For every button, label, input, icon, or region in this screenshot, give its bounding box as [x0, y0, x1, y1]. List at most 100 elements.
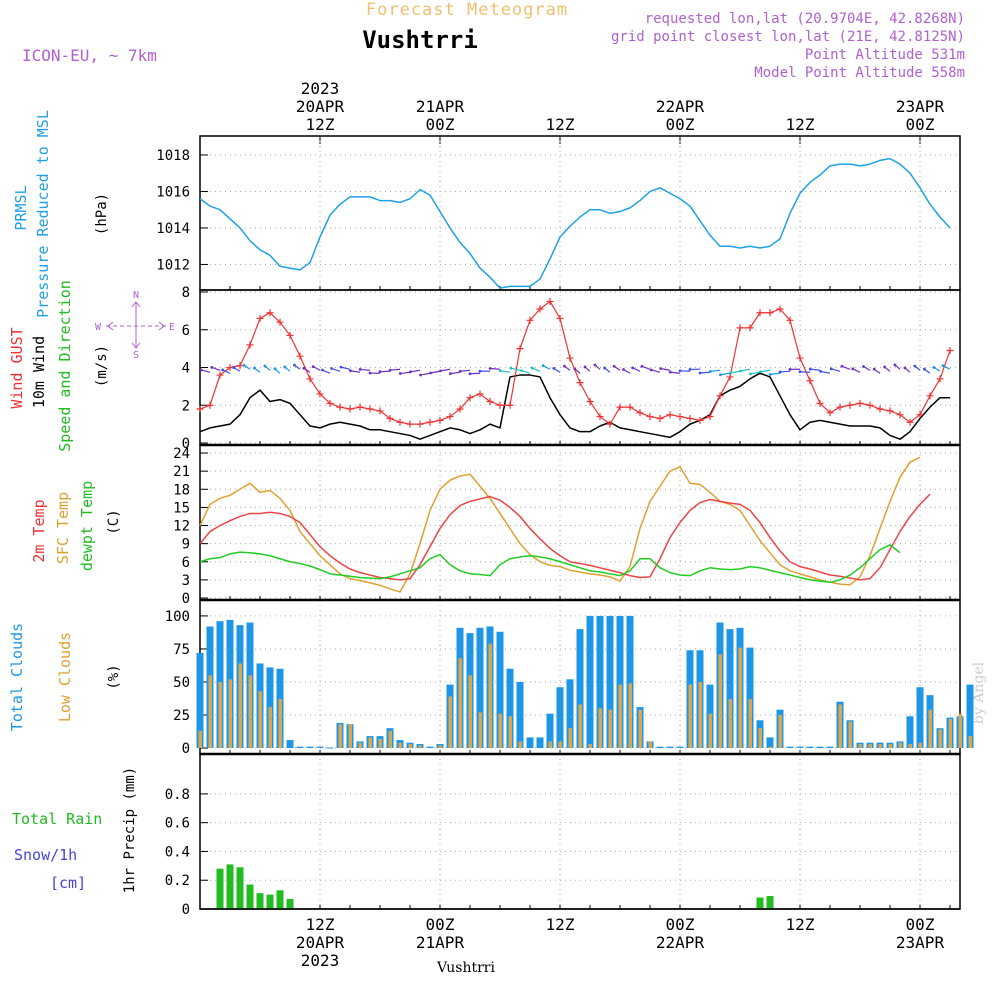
bar-low-cloud	[518, 741, 522, 748]
bar-low-cloud	[778, 714, 782, 748]
ytick-label: 0.4	[165, 844, 190, 860]
gust-point	[606, 420, 614, 428]
bottom-time-label: 00Z	[666, 915, 695, 934]
cloud-bars	[196, 615, 974, 749]
wind-arrow-head	[439, 369, 442, 373]
gust-point	[266, 309, 274, 317]
gust-point	[406, 420, 414, 428]
top-time-label: 12Z	[546, 115, 575, 134]
wind-arrow	[760, 369, 771, 373]
bar-low-cloud	[408, 744, 412, 748]
grid-point-coords: grid point closest lon,lat (21E, 42.8125…	[611, 29, 965, 45]
label-prmsl: PRMSL	[12, 185, 30, 230]
wind-arrow-head	[349, 369, 352, 373]
bar-low-cloud	[268, 707, 272, 748]
gust-point	[946, 347, 954, 355]
wind-arrow	[831, 368, 841, 372]
wind-arrow-head	[499, 369, 502, 373]
bar-low-cloud	[728, 699, 732, 748]
bar-low-cloud	[968, 736, 972, 748]
compass-n: N	[133, 290, 139, 301]
bar-low-cloud	[228, 679, 232, 748]
bar-low-cloud	[748, 699, 752, 748]
bottom-time-label: 12Z	[546, 915, 575, 934]
wind-arrow-head	[739, 369, 743, 373]
gust-point	[816, 399, 824, 407]
gust-point	[676, 413, 684, 421]
gust-point	[796, 354, 804, 362]
gust-point	[836, 403, 844, 411]
gust-point	[936, 375, 944, 383]
top-time-label: 12Z	[306, 115, 335, 134]
bottom-time-label: 22APR	[656, 933, 705, 952]
bar-low-cloud	[398, 742, 402, 748]
gust-point	[636, 409, 644, 417]
wind-arrow	[820, 370, 831, 374]
wind-arrow	[670, 371, 681, 374]
bar-low-cloud	[638, 709, 642, 748]
bar-low-cloud	[858, 744, 862, 748]
gust-point	[386, 414, 394, 422]
wind-arrow-head	[640, 364, 644, 368]
bar-total-cloud	[726, 629, 734, 748]
wind-arrow-head	[448, 372, 452, 375]
wind-arrow-head	[419, 373, 422, 377]
bar-rain	[226, 864, 234, 909]
label-sfc-temp: SFC Temp	[54, 492, 72, 564]
ytick-label: 1012	[156, 257, 190, 273]
gust-point	[666, 411, 674, 419]
gust-point	[476, 390, 484, 398]
wind-arrow-head	[612, 364, 616, 368]
bar-rain	[756, 897, 764, 909]
wind-arrow-head	[932, 365, 936, 369]
requested-coords: requested lon,lat (20.9704E, 42.8268N)	[645, 11, 965, 27]
ytick-label: 50	[173, 675, 190, 691]
bar-rain	[286, 898, 294, 909]
wind-arrow-head	[759, 370, 762, 374]
wind-arrow-head	[903, 366, 907, 370]
wind-arrow-head	[708, 370, 712, 373]
gust-point	[466, 394, 474, 402]
wind-arrow	[841, 365, 851, 370]
bar-low-cloud	[558, 741, 562, 748]
gust-point	[236, 362, 244, 370]
wind-arrow-head	[563, 364, 566, 368]
panel-2: 0 3 6 9 12 15 18 21 24	[173, 444, 961, 607]
bar-low-cloud	[498, 713, 502, 748]
wind-arrow-head	[242, 363, 246, 367]
wind-arrow-head	[552, 366, 556, 370]
wind-arrow-head	[221, 368, 225, 372]
wind-arrow-head	[668, 370, 672, 374]
bar-total-cloud	[296, 746, 304, 748]
compass-e: E	[169, 322, 175, 333]
bar-rain	[246, 884, 254, 909]
bar-low-cloud	[368, 737, 372, 748]
wind-arrow	[450, 371, 461, 375]
top-time-label: 00Z	[906, 115, 935, 134]
gust-point	[716, 392, 724, 400]
gust-point	[346, 405, 354, 413]
gust-point	[686, 414, 694, 422]
panel-frame	[199, 135, 961, 291]
ytick-label: 12	[173, 519, 190, 535]
wind-arrow-head	[749, 372, 752, 376]
wind-arrow-head	[210, 365, 214, 369]
label-total-clouds: Total Clouds	[8, 623, 26, 731]
bar-low-cloud	[468, 675, 472, 748]
bar-total-cloud	[586, 615, 594, 748]
wind-arrow-head	[378, 370, 382, 374]
bar-low-cloud	[458, 658, 462, 748]
top-time-label: 22APR	[656, 97, 705, 116]
wind-arrow	[521, 370, 531, 374]
wind-arrow-head	[893, 363, 897, 367]
bar-low-cloud	[218, 681, 222, 748]
label-10m-wind: 10m Wind	[30, 336, 48, 408]
label-percent: (%)	[106, 664, 122, 689]
panel-4: 0 0.2 0.4 0.6 0.8	[165, 753, 961, 918]
bar-low-cloud	[898, 742, 902, 748]
gust-point	[546, 297, 554, 305]
gust-point	[916, 411, 924, 419]
